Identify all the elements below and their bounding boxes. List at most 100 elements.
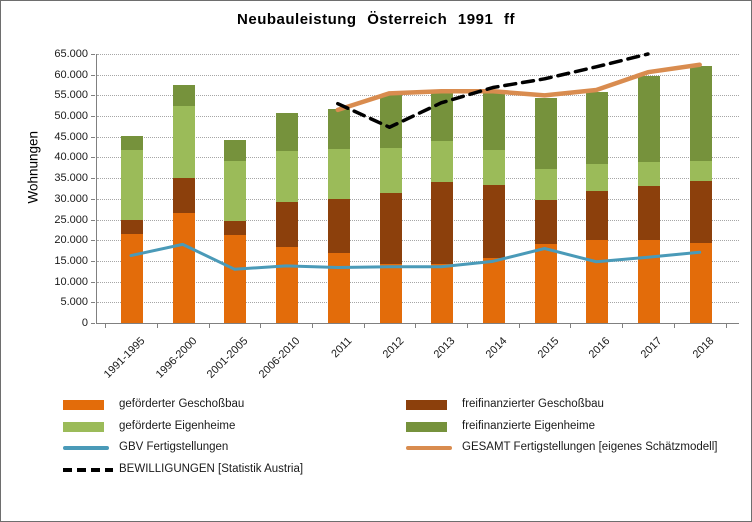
x-tick-label: 2012	[380, 335, 406, 361]
x-tick-label: 1991-1995	[101, 335, 148, 381]
gridline	[97, 240, 739, 242]
gridline	[97, 198, 739, 200]
y-axis-tick	[91, 302, 95, 304]
bar-segment	[224, 220, 247, 236]
y-axis-tick	[91, 74, 95, 76]
y-tick-label: 15.000	[54, 254, 88, 267]
x-tick-label: 2011	[329, 335, 355, 361]
bar-segment	[638, 186, 660, 241]
bar-segment	[586, 163, 609, 192]
y-tick-label: 30.000	[54, 192, 88, 205]
x-tick-label: 2015	[535, 335, 562, 361]
bar-segment	[586, 191, 609, 241]
y-tick-label: 5.000	[60, 296, 88, 309]
y-axis-tick	[91, 240, 95, 242]
series-line	[129, 242, 702, 271]
bar-segment	[534, 244, 557, 323]
gridline	[97, 74, 739, 76]
bar-segment	[638, 162, 660, 186]
legend-label: GESAMT Fertigstellungen [eigenes Schätzm…	[462, 441, 718, 453]
gridline	[97, 260, 739, 262]
bar-segment	[431, 182, 454, 265]
gridline	[97, 116, 739, 118]
gridline	[97, 136, 739, 138]
y-axis-title: Wohnungen	[25, 130, 41, 204]
x-axis-tick	[415, 324, 417, 328]
y-axis-tick	[91, 219, 95, 221]
bar-segment	[534, 199, 557, 245]
bar-segment	[172, 178, 195, 214]
bar-segment	[379, 95, 402, 148]
x-axis-tick	[622, 324, 624, 328]
bar-segment	[638, 240, 660, 323]
plot-area	[96, 54, 739, 324]
bar-segment	[482, 149, 505, 186]
x-axis-tick	[156, 324, 158, 328]
x-axis-tick	[208, 324, 210, 328]
y-axis-tick	[91, 116, 95, 118]
bar-segment	[689, 242, 712, 323]
x-axis-tick	[725, 324, 727, 328]
bar-segment	[689, 66, 712, 161]
legend-label: GBV Fertigstellungen	[119, 441, 229, 453]
y-axis-tick	[91, 178, 95, 180]
bar-segment	[379, 263, 402, 323]
bar-segment	[276, 112, 299, 151]
x-axis-tick	[363, 324, 365, 328]
bar-segment	[379, 147, 402, 193]
bar-segment	[121, 219, 143, 235]
bar-segment	[482, 185, 505, 259]
bar-segment	[638, 75, 660, 163]
bar-segment	[121, 234, 143, 323]
bar-segment	[172, 105, 195, 179]
x-axis-tick	[570, 324, 572, 328]
bar-segment	[172, 213, 195, 323]
y-axis-tick	[91, 54, 95, 55]
gridline	[97, 219, 739, 221]
bar-segment	[534, 97, 557, 170]
bar-segment	[586, 92, 609, 164]
legend-swatch-dash	[63, 467, 113, 472]
x-tick-label: 1996-2000	[153, 335, 200, 381]
bar-segment	[121, 135, 143, 150]
y-tick-label: 55.000	[54, 89, 88, 102]
y-tick-label: 25.000	[54, 213, 88, 226]
bar-segment	[121, 150, 143, 220]
lines-overlay	[129, 52, 702, 271]
y-tick-label: 50.000	[54, 110, 88, 123]
legend-swatch-bar	[406, 421, 447, 432]
bar-segment	[172, 85, 195, 106]
bar-segment	[327, 109, 350, 150]
bar-segment	[276, 202, 299, 248]
bar-segment	[534, 169, 557, 200]
y-tick-label: 40.000	[54, 151, 88, 164]
legend-swatch-line	[63, 446, 109, 450]
gridline	[97, 157, 739, 159]
gridline	[97, 281, 739, 283]
bar-segment	[379, 192, 402, 264]
y-axis-tick	[91, 198, 95, 200]
legend-label: BEWILLIGUNGEN [Statistik Austria]	[119, 462, 304, 475]
x-axis-tick	[311, 324, 313, 328]
legend-swatch-bar	[63, 421, 104, 432]
bar-segment	[276, 150, 299, 203]
bar-segment	[224, 160, 247, 221]
y-tick-label: 20.000	[54, 234, 88, 247]
bar-segment	[327, 252, 350, 323]
x-tick-label: 2006-2010	[256, 335, 303, 381]
bar-segment	[482, 258, 505, 323]
bar-segment	[224, 235, 247, 323]
bar-segment	[327, 149, 350, 200]
bar-segment	[431, 140, 454, 183]
legend-label: freifinanzierte Eigenheime	[462, 419, 595, 432]
y-axis-tick	[91, 260, 95, 262]
x-tick-label: 2017	[638, 335, 665, 361]
x-axis-tick	[260, 324, 262, 328]
series-line	[336, 52, 650, 130]
legend-label: freifinanzierter Geschoßbau	[462, 398, 604, 410]
bar-segment	[482, 91, 505, 150]
bar-segment	[689, 181, 712, 243]
legend-swatch-bar	[406, 400, 447, 410]
legend-swatch-bar	[63, 400, 104, 410]
